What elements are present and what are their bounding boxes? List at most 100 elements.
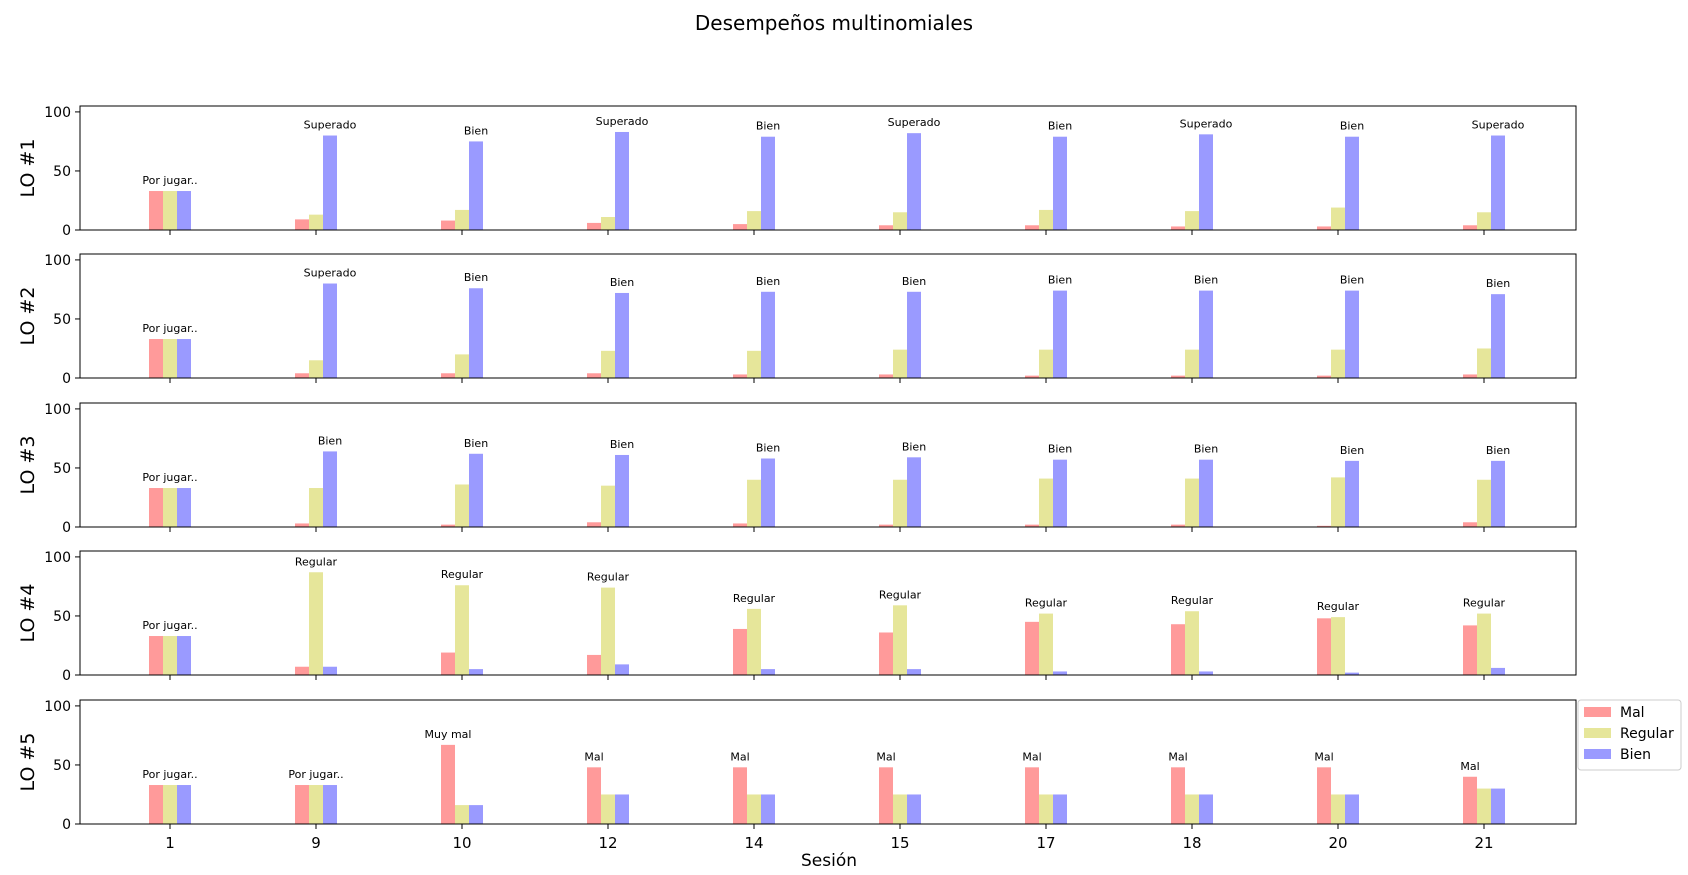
bar-regular-21 (1477, 479, 1491, 527)
bar-annotation: Regular (1171, 594, 1214, 607)
bar-mal-18 (1171, 524, 1185, 527)
bar-annotation: Superado (1180, 117, 1233, 130)
bar-bien-9 (323, 666, 337, 675)
bar-mal-9 (295, 785, 309, 824)
bar-annotation: Bien (1486, 444, 1510, 457)
bar-bien-9 (323, 451, 337, 527)
y-tick-label: 50 (53, 609, 71, 625)
bar-annotation: Mal (1168, 750, 1187, 763)
bar-mal-12 (587, 767, 601, 824)
bar-bien-18 (1199, 290, 1213, 378)
y-tick-label: 0 (62, 668, 71, 684)
legend-swatch-regular (1584, 728, 1611, 738)
y-tick-label: 50 (53, 758, 71, 774)
bar-regular-21 (1477, 613, 1491, 675)
bar-mal-1 (149, 339, 163, 378)
bar-bien-18 (1199, 134, 1213, 230)
bar-regular-15 (893, 605, 907, 675)
bar-annotation: Mal (584, 750, 603, 763)
bar-mal-14 (733, 374, 747, 378)
bar-annotation: Bien (610, 438, 634, 451)
bar-regular-14 (747, 608, 761, 675)
bar-regular-10 (455, 805, 469, 824)
bar-bien-1 (177, 488, 191, 527)
bar-annotation: Regular (587, 571, 630, 584)
bar-mal-17 (1025, 524, 1039, 527)
bar-bien-17 (1053, 671, 1067, 675)
bar-mal-18 (1171, 767, 1185, 824)
bar-mal-20 (1317, 375, 1331, 378)
bar-bien-14 (761, 669, 775, 675)
chart-panels: Por jugar.. Superado Bien Superado Bien Super… (17, 105, 1577, 852)
chart-legend: Mal Regular Bien (1577, 699, 1682, 771)
bar-regular-17 (1039, 794, 1053, 824)
bar-bien-21 (1491, 460, 1505, 527)
x-tick-label: 21 (1474, 834, 1493, 852)
bar-annotation: Superado (304, 267, 357, 280)
bar-bien-21 (1491, 788, 1505, 824)
bar-annotation: Regular (1463, 597, 1506, 610)
bar-mal-14 (733, 628, 747, 675)
bar-annotation: Mal (730, 750, 749, 763)
bar-mal-15 (879, 374, 893, 378)
bar-bien-14 (761, 291, 775, 378)
bar-regular-1 (163, 339, 177, 378)
bar-mal-21 (1463, 374, 1477, 378)
y-axis-label: LO #3 (17, 436, 39, 495)
bar-bien-18 (1199, 794, 1213, 824)
bar-mal-21 (1463, 776, 1477, 824)
bar-regular-10 (455, 585, 469, 675)
bar-mal-21 (1463, 522, 1477, 527)
bar-annotation: Por jugar.. (142, 619, 197, 632)
bar-regular-15 (893, 479, 907, 527)
y-axis-label: LO #2 (17, 287, 39, 346)
x-tick-label: 1 (165, 834, 175, 852)
bar-bien-14 (761, 794, 775, 824)
bar-regular-1 (163, 191, 177, 230)
bar-mal-20 (1317, 525, 1331, 527)
bar-bien-20 (1345, 794, 1359, 824)
bar-annotation: Bien (318, 434, 342, 447)
bar-bien-9 (323, 283, 337, 378)
panel-4: Por jugar.. Regular Regular Regular Regular R… (17, 550, 1577, 684)
y-tick-label: 0 (62, 223, 71, 239)
bar-mal-1 (149, 488, 163, 527)
bar-mal-9 (295, 523, 309, 527)
bar-annotation: Regular (441, 568, 484, 581)
bar-regular-21 (1477, 212, 1491, 230)
bar-regular-1 (163, 785, 177, 824)
bar-bien-10 (469, 453, 483, 527)
axes-frame (79, 253, 1577, 379)
bar-annotation: Bien (902, 275, 926, 288)
bar-annotation: Bien (464, 124, 488, 137)
bar-regular-18 (1185, 349, 1199, 378)
bar-bien-21 (1491, 667, 1505, 675)
bar-annotation: Bien (1048, 443, 1072, 456)
bar-regular-20 (1331, 617, 1345, 675)
bar-annotation: Bien (1194, 274, 1218, 287)
y-tick-label: 100 (44, 699, 71, 715)
bar-bien-12 (615, 292, 629, 378)
bar-bien-21 (1491, 135, 1505, 230)
y-axis-label: LO #5 (17, 733, 39, 792)
bar-annotation: Regular (733, 592, 776, 605)
y-tick-label: 100 (44, 253, 71, 269)
bar-bien-20 (1345, 136, 1359, 230)
bar-bien-15 (907, 794, 921, 824)
x-tick-label: 18 (1182, 834, 1201, 852)
bar-regular-17 (1039, 478, 1053, 527)
y-tick-label: 100 (44, 402, 71, 418)
bar-mal-12 (587, 654, 601, 675)
bar-regular-14 (747, 479, 761, 527)
bar-regular-14 (747, 211, 761, 230)
bar-mal-21 (1463, 625, 1477, 675)
bar-regular-15 (893, 349, 907, 378)
y-tick-label: 0 (62, 520, 71, 536)
bar-regular-12 (601, 350, 615, 378)
bar-annotation: Mal (1314, 750, 1333, 763)
x-tick-label: 15 (890, 834, 909, 852)
bar-bien-15 (907, 133, 921, 230)
bar-annotation: Bien (1194, 443, 1218, 456)
bar-annotation: Superado (304, 119, 357, 132)
bar-regular-20 (1331, 477, 1345, 527)
